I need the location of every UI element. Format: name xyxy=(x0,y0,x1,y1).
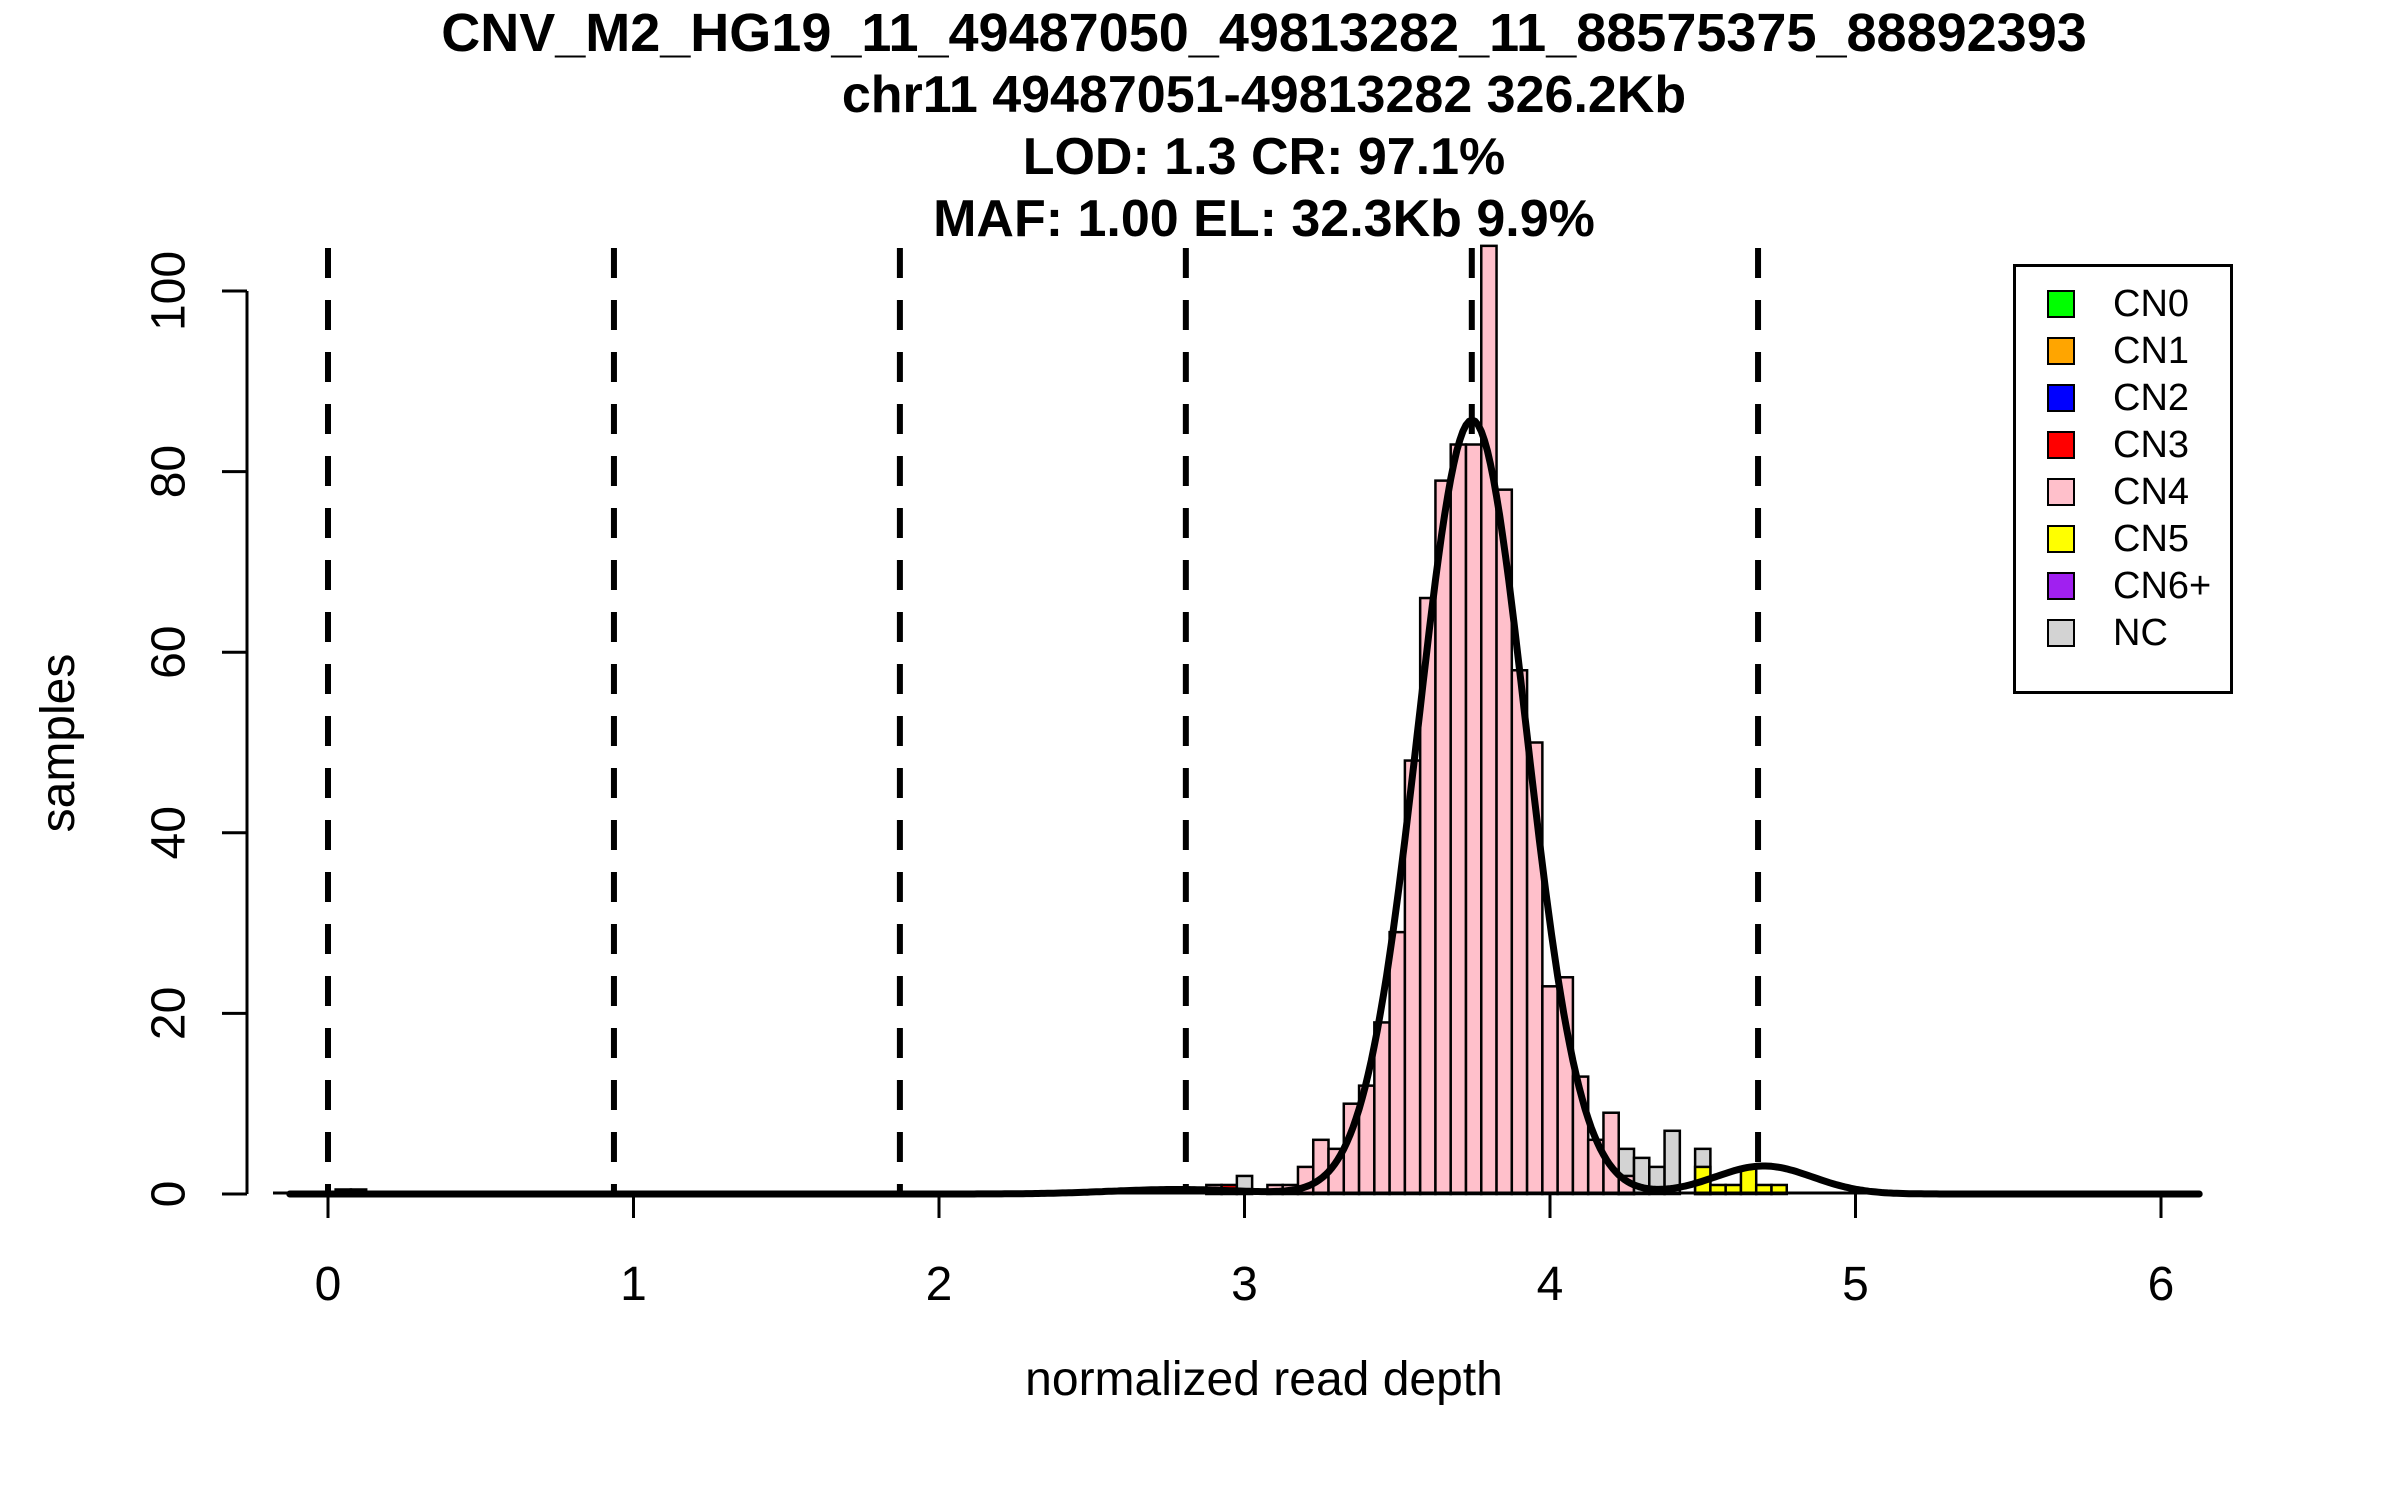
legend-swatch-cn6plus xyxy=(2047,572,2075,600)
y-axis-tick-label: 40 xyxy=(143,806,196,859)
legend-item-cn6plus: CN6+ xyxy=(2016,563,2230,610)
x-axis-tick-label: 6 xyxy=(2148,1258,2175,1311)
x-axis-tick-label: 2 xyxy=(926,1258,953,1311)
legend-item-nc: NC xyxy=(2016,610,2230,657)
legend-swatch-cn5 xyxy=(2047,525,2075,553)
y-axis-tick-label: 100 xyxy=(143,251,196,331)
legend-item-cn5: CN5 xyxy=(2016,516,2230,563)
x-axis-tick-label: 5 xyxy=(1842,1258,1869,1311)
legend-label: CN1 xyxy=(2113,330,2190,372)
legend-item-cn4: CN4 xyxy=(2016,469,2230,516)
density-curve xyxy=(286,416,2203,1198)
plot-subtitle-lod-cr: LOD: 1.3 CR: 97.1% xyxy=(1022,128,1506,186)
legend-swatch-cn0 xyxy=(2047,290,2075,318)
legend-label: CN3 xyxy=(2113,424,2190,466)
legend-swatch-cn2 xyxy=(2047,384,2075,412)
legend-label: CN6+ xyxy=(2113,565,2212,607)
y-axis-tick-label: 60 xyxy=(143,626,196,679)
legend-item-cn1: CN1 xyxy=(2016,328,2230,375)
legend-item-cn3: CN3 xyxy=(2016,422,2230,469)
legend-label: CN5 xyxy=(2113,518,2190,560)
plot-title: CNV_M2_HG19_11_49487050_49813282_11_8857… xyxy=(441,3,2087,63)
legend-label: CN0 xyxy=(2113,283,2190,325)
y-axis-tick-label: 0 xyxy=(143,1181,196,1208)
histogram-bar-cn4 xyxy=(1388,930,1407,1196)
histogram-bar-cn4 xyxy=(1464,443,1483,1196)
histogram-bar-cn4 xyxy=(1480,244,1498,1196)
legend-swatch-nc xyxy=(2047,619,2075,647)
y-axis-title: samples xyxy=(32,653,85,833)
histogram-bar-cn4 xyxy=(1449,443,1468,1196)
y-axis-tick-label: 80 xyxy=(143,445,196,498)
legend-box: CN0 CN1 CN2 CN3 CN4 CN5 CN6+ NC xyxy=(2013,264,2233,694)
x-axis-tick-label: 3 xyxy=(1231,1258,1258,1311)
y-axis-tick-label: 20 xyxy=(143,987,196,1040)
x-axis-tick-label: 1 xyxy=(620,1258,647,1311)
x-axis-tick-label: 4 xyxy=(1537,1258,1564,1311)
legend-swatch-cn1 xyxy=(2047,337,2075,365)
histogram-bar-cn4 xyxy=(1510,669,1529,1196)
plot-subtitle-region: chr11 49487051-49813282 326.2Kb xyxy=(841,66,1687,124)
x-axis-tick-label: 0 xyxy=(315,1258,342,1311)
legend-swatch-cn3 xyxy=(2047,431,2075,459)
legend-label: NC xyxy=(2113,612,2168,654)
plot-subtitle-maf-el: MAF: 1.00 EL: 32.3Kb 9.9% xyxy=(933,190,1595,248)
plot-title-block: CNV_M2_HG19_11_49487050_49813282_11_8857… xyxy=(264,2,2264,250)
x-axis-title: normalized read depth xyxy=(1025,1353,1503,1406)
histogram-bar-cn4 xyxy=(1541,985,1559,1196)
legend-label: CN2 xyxy=(2113,377,2190,419)
legend-swatch-cn4 xyxy=(2047,478,2075,506)
legend-item-cn0: CN0 xyxy=(2016,281,2230,328)
legend-item-cn2: CN2 xyxy=(2016,375,2230,422)
legend-label: CN4 xyxy=(2113,471,2190,513)
